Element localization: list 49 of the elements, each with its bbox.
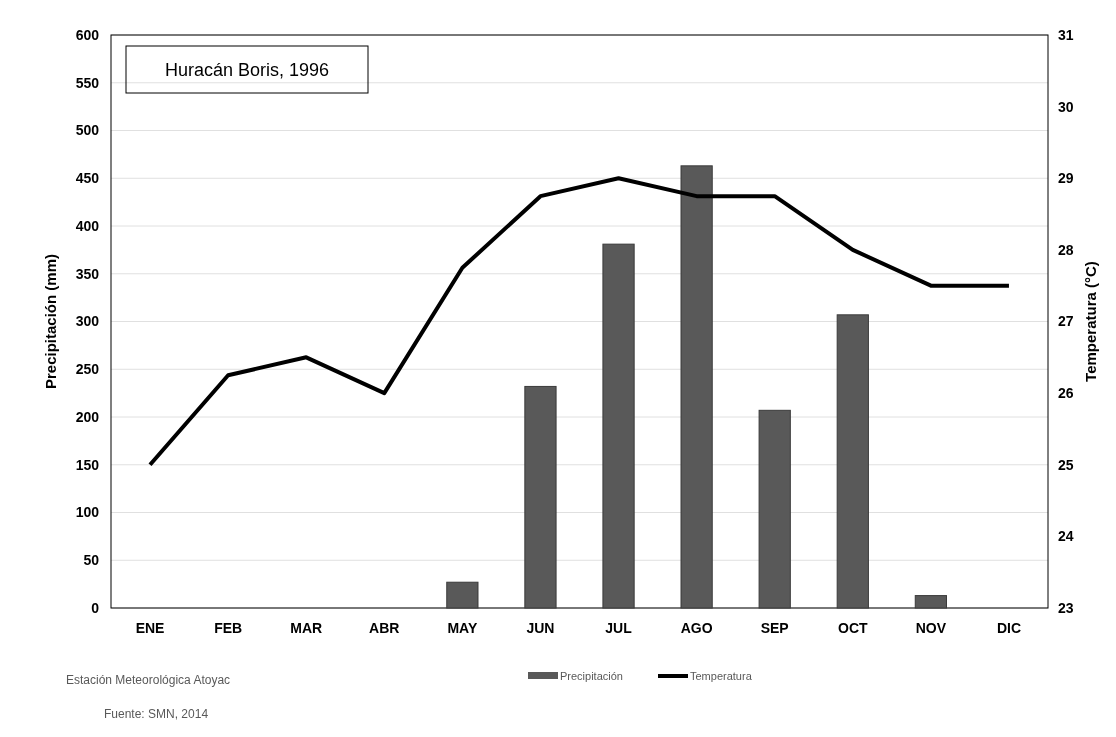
x-tick-label: JUL bbox=[605, 620, 633, 636]
bar bbox=[914, 595, 947, 609]
y2-tick-label: 31 bbox=[1058, 26, 1074, 43]
y2-axis-title: Temperatura (°C) bbox=[1082, 261, 1099, 382]
text: Huracán Boris, 1996 bbox=[164, 60, 330, 81]
line-series bbox=[148, 176, 1011, 467]
x-tick-label: DIC bbox=[996, 620, 1022, 636]
bar bbox=[680, 165, 713, 609]
y-tick-label: 600 bbox=[75, 26, 100, 43]
bar bbox=[758, 409, 791, 609]
x-tick-label: JUN bbox=[526, 620, 555, 636]
y2-tick-label: 25 bbox=[1058, 456, 1074, 473]
y2-tick-label: 28 bbox=[1058, 241, 1074, 258]
y2-tick-label: 29 bbox=[1058, 170, 1074, 187]
y-tick-label: 450 bbox=[75, 170, 100, 187]
x-tick-label: AGO bbox=[680, 620, 713, 636]
x-tick-label: NOV bbox=[915, 620, 947, 636]
x-tick-label: OCT bbox=[838, 620, 869, 636]
x-tick-label: SEP bbox=[760, 620, 789, 636]
y-tick-label: 550 bbox=[75, 74, 100, 91]
y-tick-label: 200 bbox=[75, 408, 100, 425]
x-tick-label: ENE bbox=[135, 620, 165, 636]
y-axis-title: Precipitación (mm) bbox=[42, 253, 59, 390]
y2-tick-label: 30 bbox=[1058, 98, 1074, 115]
y-tick-label: 300 bbox=[75, 313, 100, 330]
y2-tick-label: 23 bbox=[1058, 599, 1074, 616]
y-tick-label: 0 bbox=[91, 599, 100, 616]
x-tick-label: MAY bbox=[447, 620, 478, 636]
y-tick-label: 150 bbox=[75, 456, 100, 473]
bar bbox=[836, 314, 869, 609]
y-tick-label: 350 bbox=[75, 265, 100, 282]
legend-label: Precipitación bbox=[560, 669, 623, 682]
y-tick-label: 400 bbox=[75, 217, 100, 234]
x-tick-label: FEB bbox=[214, 620, 243, 636]
y-tick-label: 50 bbox=[83, 552, 100, 569]
bar bbox=[446, 581, 479, 609]
y-tick-label: 100 bbox=[75, 504, 100, 521]
text: Estación Meteorológica Atoyac bbox=[66, 673, 231, 688]
y2-tick-label: 27 bbox=[1058, 313, 1074, 330]
source-note: Fuente: SMN, 2014 bbox=[104, 707, 209, 722]
y2-tick-label: 26 bbox=[1058, 385, 1074, 402]
bar bbox=[602, 243, 635, 609]
y-tick-label: 250 bbox=[75, 361, 100, 378]
legend-label: Temperatura bbox=[690, 669, 753, 682]
bar bbox=[524, 385, 557, 609]
y2-tick-label: 24 bbox=[1058, 528, 1074, 545]
x-tick-label: MAR bbox=[290, 620, 323, 636]
x-tick-label: ABR bbox=[369, 620, 400, 636]
y-tick-label: 500 bbox=[75, 122, 100, 139]
